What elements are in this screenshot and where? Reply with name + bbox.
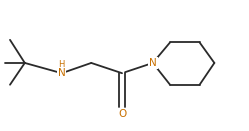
Text: H: H [59, 60, 65, 69]
Text: O: O [118, 109, 126, 119]
Text: N: N [149, 58, 157, 68]
Text: N: N [58, 68, 65, 78]
